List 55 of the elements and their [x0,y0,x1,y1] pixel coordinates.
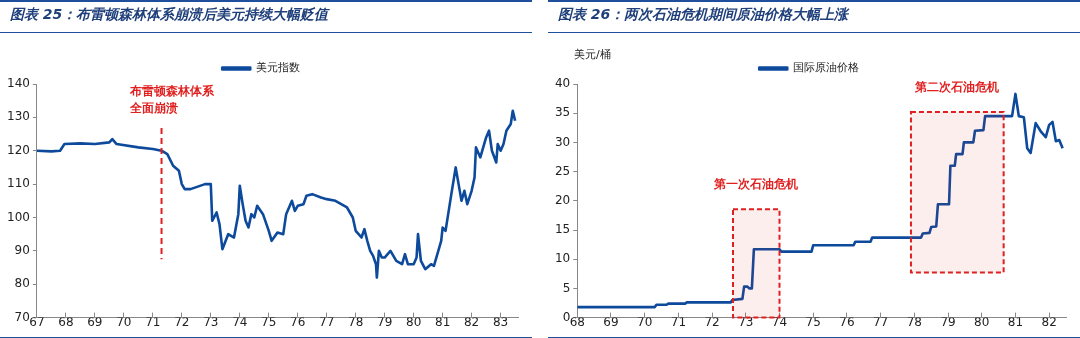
y-tick-label: 30 [554,134,571,149]
y-tick-label: 130 [7,109,30,124]
y-tick-label: 110 [7,176,30,191]
y-tick-label: 15 [554,222,571,237]
y-tick-label: 0 [562,309,571,324]
x-tick-label: 81 [435,314,451,329]
x-tick-label: 77 [872,314,889,329]
x-tick-label: 68 [58,314,74,329]
y-tick-label: 120 [7,142,30,157]
band-label: 第一次石油危机 [713,177,799,192]
y-tick-label: 35 [554,105,571,120]
x-tick-label: 68 [569,314,585,329]
x-tick-label: 74 [771,314,788,329]
x-tick-label: 79 [377,314,393,329]
x-tick-label: 77 [319,314,335,329]
x-tick-label: 78 [348,314,364,329]
y-tick-label: 25 [554,163,571,178]
chart-title: 图表 25：布雷顿森林体系崩溃后美元持续大幅贬值 [0,0,532,33]
band-label: 第二次石油危机 [914,80,1000,95]
x-tick-label: 83 [492,314,509,329]
x-tick-label: 71 [145,314,161,329]
x-tick-label: 71 [670,314,687,329]
x-tick-label: 76 [839,314,855,329]
ref-line-label: 布雷顿森林体系全面崩溃 [128,84,215,116]
x-tick-label: 73 [203,314,219,329]
x-tick-label: 79 [940,314,956,329]
x-tick-label: 70 [116,314,132,329]
y-tick-label: 100 [7,209,30,224]
x-tick-label: 74 [232,314,248,329]
x-tick-label: 67 [29,314,45,329]
x-tick-label: 80 [974,314,990,329]
x-tick-label: 69 [603,314,619,329]
x-tick-label: 72 [704,314,720,329]
y-tick-label: 20 [554,192,571,207]
x-tick-label: 78 [906,314,922,329]
x-tick-label: 82 [1041,314,1057,329]
legend-label: 国际原油价格 [792,61,859,75]
y-axis-title: 美元/桶 [574,47,611,62]
y-tick-label: 90 [14,242,30,257]
x-tick-label: 69 [87,314,103,329]
x-tick-label: 70 [637,314,653,329]
y-tick-label: 140 [7,76,30,91]
x-tick-label: 82 [463,314,480,329]
legend-label: 美元指数 [255,61,300,75]
chart-title: 图表 26：两次石油危机期间原油价格大幅上涨 [548,0,1080,33]
x-tick-label: 80 [406,314,422,329]
x-tick-label: 72 [174,314,190,329]
x-tick-label: 75 [805,314,821,329]
x-tick-label: 81 [1007,314,1024,329]
x-tick-label: 76 [290,314,306,329]
y-tick-label: 40 [554,76,571,91]
y-tick-label: 5 [562,280,571,295]
y-tick-label: 10 [554,251,571,266]
y-tick-label: 80 [14,276,30,291]
x-tick-label: 75 [261,314,277,329]
